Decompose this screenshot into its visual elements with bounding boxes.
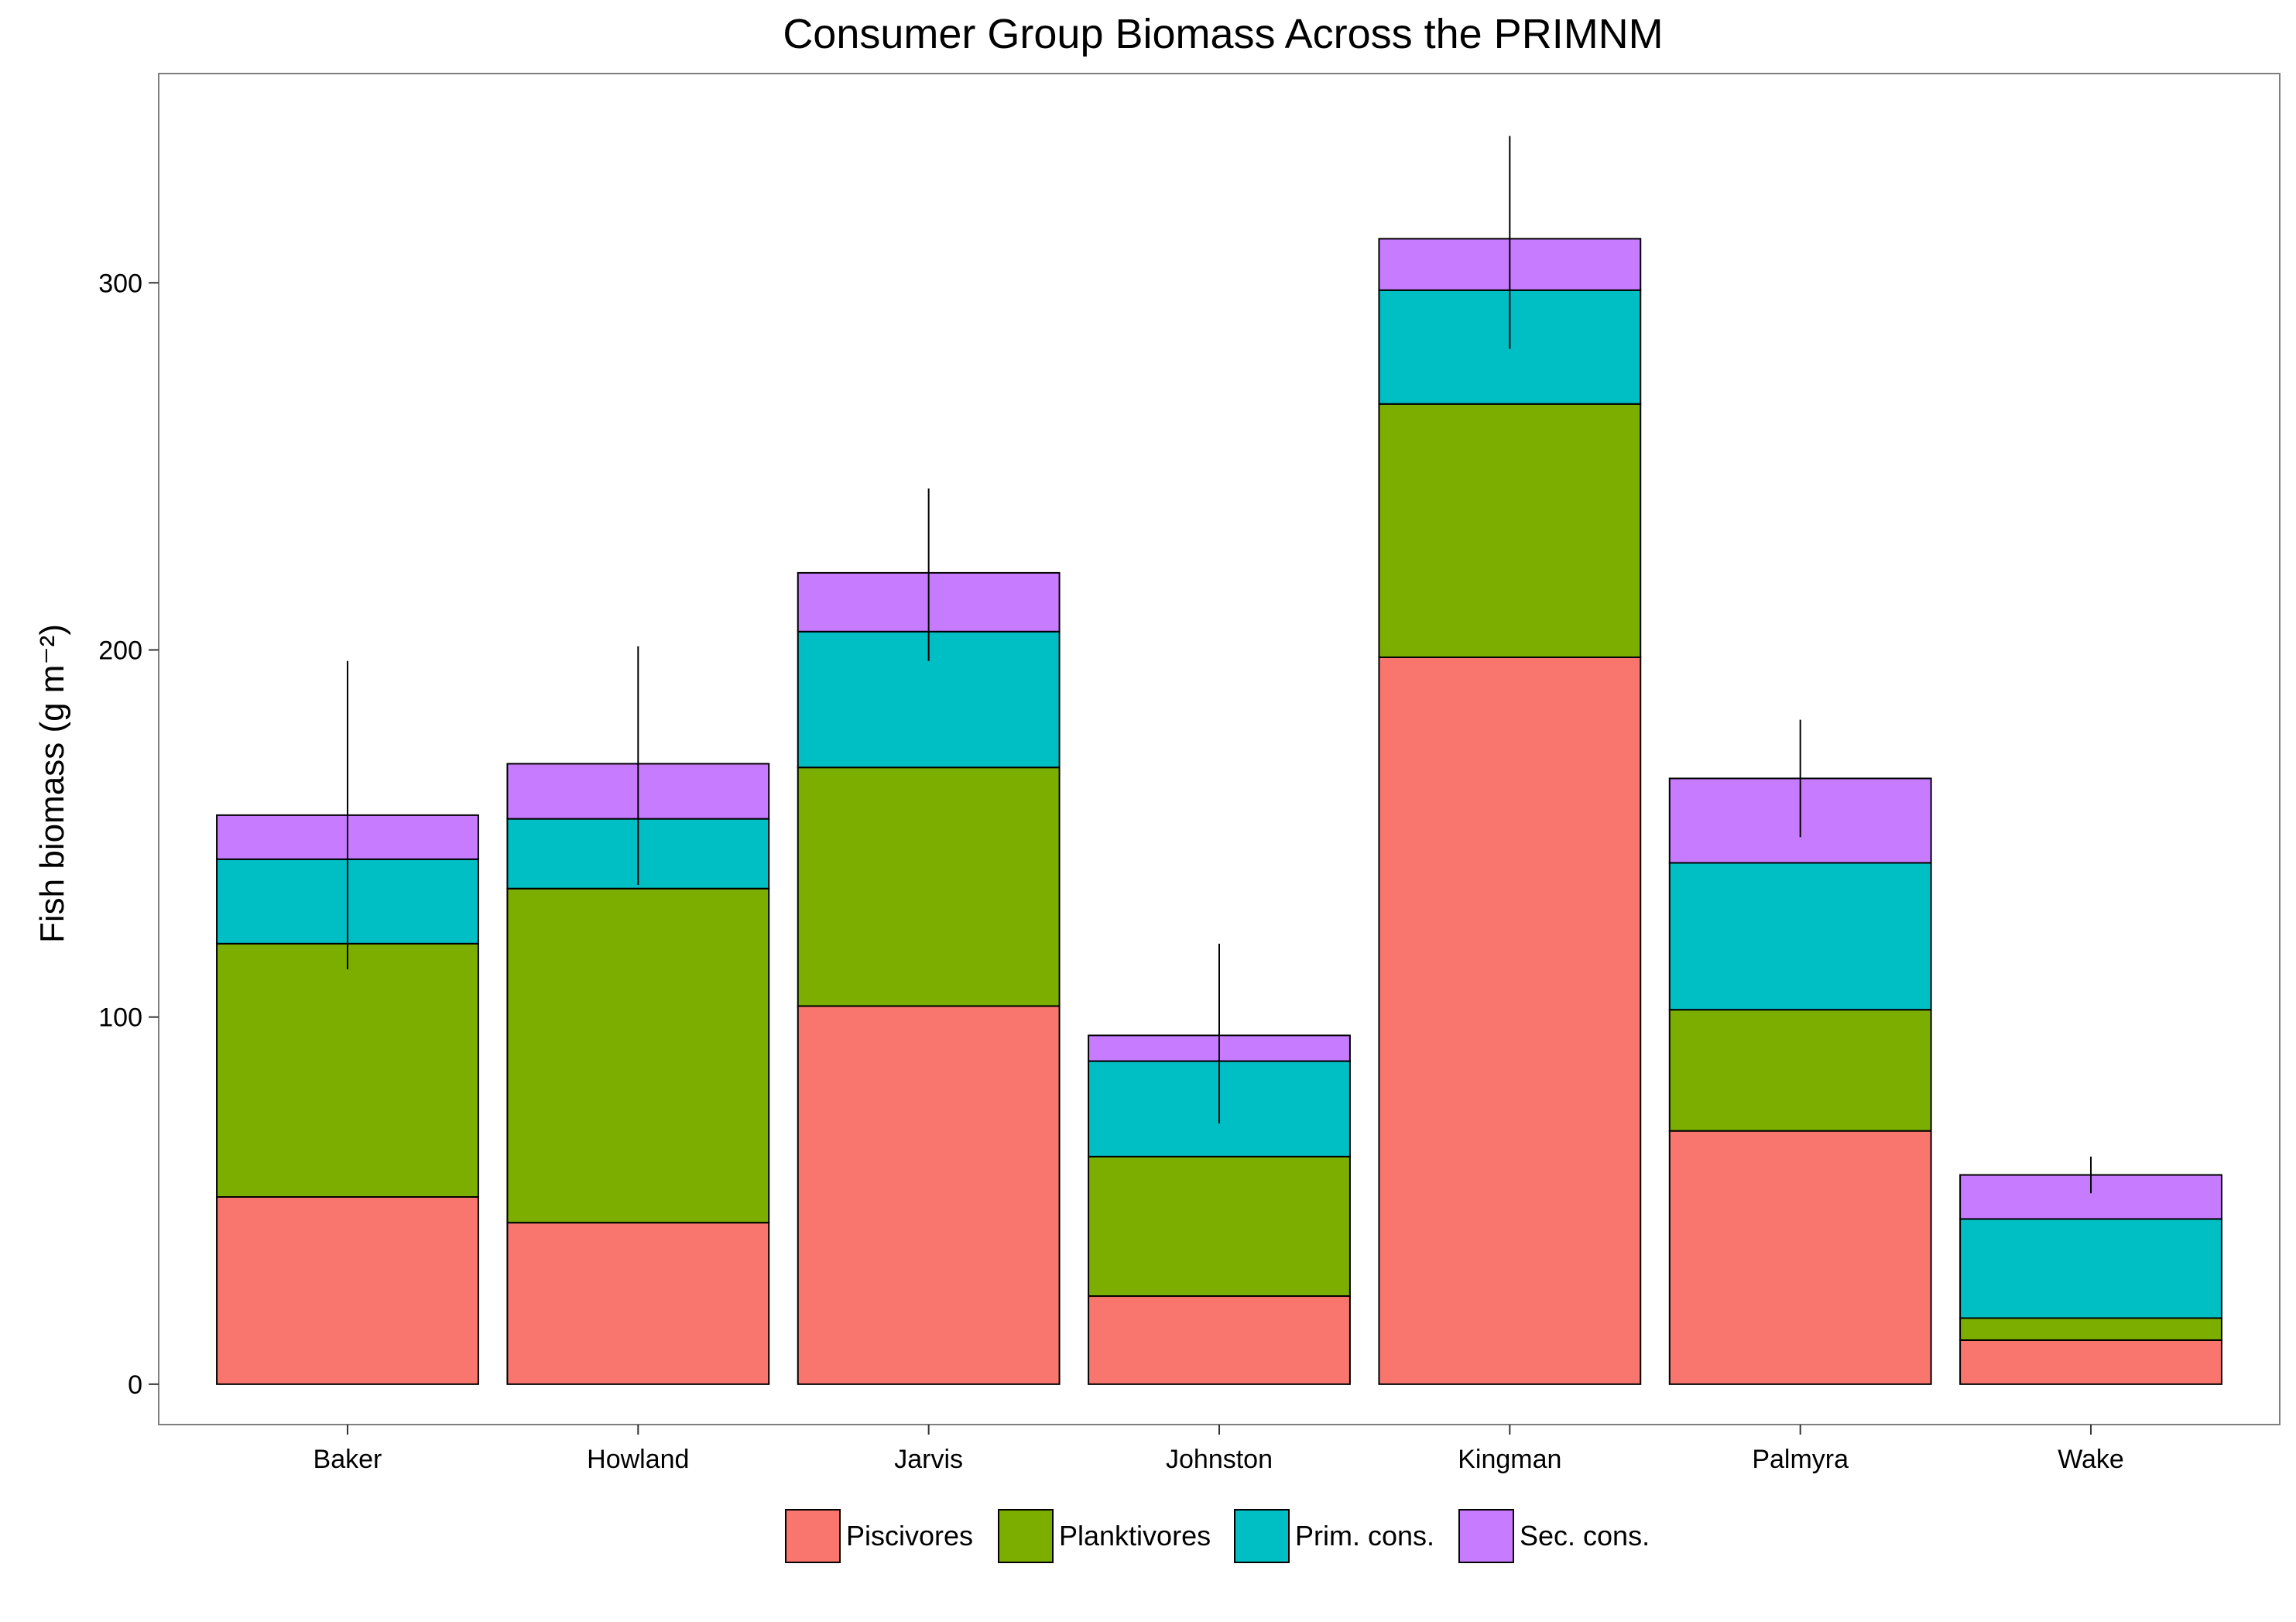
- error-bar-layer: [346, 135, 2092, 1194]
- x-tick-label-palmyra: Palmyra: [1752, 1445, 1849, 1474]
- x-tick-label-baker: Baker: [314, 1445, 382, 1474]
- bar-baker-series-0: [216, 1196, 479, 1385]
- bar-kingman-series-0: [1378, 656, 1642, 1385]
- y-tick-label-0: 0: [128, 1370, 142, 1400]
- bar-howland-series-1: [506, 887, 770, 1224]
- legend: Piscivores Planktivores Prim. cons. Sec. co…: [785, 1509, 1650, 1563]
- bar-palmyra-series-0: [1668, 1130, 1932, 1385]
- x-axis: Baker Howland Jarvis Johnston Kingman Palmyra…: [314, 1425, 2124, 1474]
- bar-jarvis-series-1: [797, 766, 1061, 1007]
- bar-palmyra-series-2: [1668, 862, 1932, 1011]
- bar-palmyra-series-1: [1668, 1009, 1932, 1132]
- chart-title: Consumer Group Biomass Across the PRIMNM: [783, 11, 1663, 57]
- bar-howland-series-0: [506, 1222, 770, 1385]
- x-tick-label-howland: Howland: [587, 1445, 689, 1474]
- y-tick-label-200: 200: [98, 636, 142, 665]
- legend-label-1: Planktivores: [1059, 1520, 1211, 1552]
- legend-label-3: Sec. cons.: [1520, 1520, 1650, 1552]
- legend-key-2: [1234, 1509, 1290, 1563]
- y-axis: 0 100 200 300: [98, 269, 159, 1400]
- legend-label-2: Prim. cons.: [1295, 1520, 1434, 1552]
- x-tick-label-wake: Wake: [2058, 1445, 2124, 1474]
- x-tick-label-johnston: Johnston: [1166, 1445, 1273, 1474]
- legend-key-1: [998, 1509, 1054, 1563]
- bar-wake-series-2: [1959, 1218, 2222, 1319]
- bar-johnston-series-1: [1088, 1155, 1351, 1298]
- legend-key-3: [1458, 1509, 1514, 1563]
- x-tick-label-jarvis: Jarvis: [894, 1445, 963, 1474]
- bar-wake-series-0: [1959, 1339, 2222, 1385]
- x-tick-label-kingman: Kingman: [1458, 1445, 1561, 1474]
- y-tick-label-300: 300: [98, 269, 142, 298]
- bar-baker-series-1: [216, 942, 479, 1198]
- legend-label-0: Piscivores: [846, 1520, 973, 1552]
- bar-kingman-series-1: [1378, 403, 1642, 658]
- y-axis-title: Fish biomass (g m⁻²): [33, 624, 71, 943]
- y-tick-label-100: 100: [98, 1003, 142, 1033]
- bar-jarvis-series-0: [797, 1005, 1061, 1385]
- legend-key-0: [785, 1509, 841, 1563]
- bar-johnston-series-0: [1088, 1295, 1351, 1385]
- bar-wake-series-1: [1959, 1317, 2222, 1341]
